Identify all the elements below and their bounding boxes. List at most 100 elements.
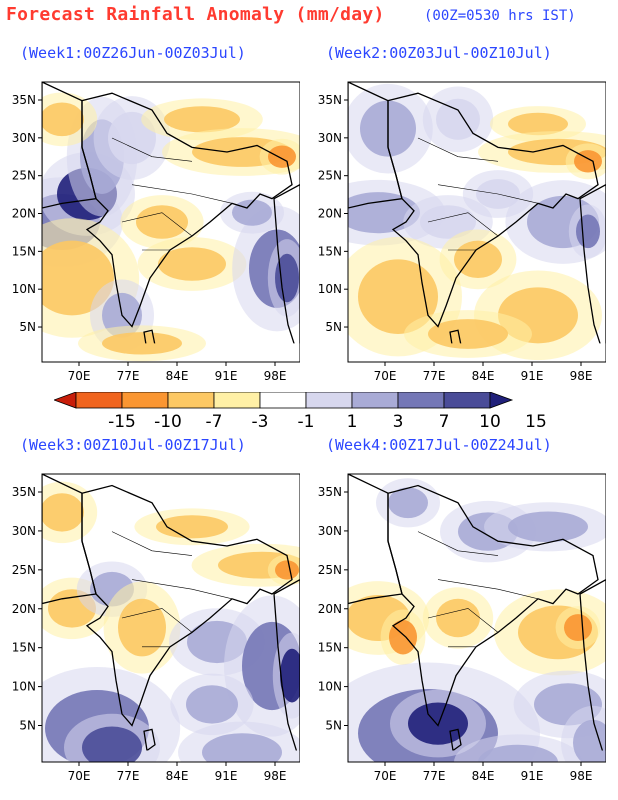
map-panel-week1: 35N 30N 25N 20N 15N 10N 5N 70E 77E 84E 91E 98E — [0, 70, 300, 392]
anomaly-field — [42, 481, 300, 762]
anomaly-field — [348, 83, 606, 361]
lon-tick-label: 98E — [264, 369, 287, 383]
anomaly-contour — [275, 253, 299, 303]
lat-tick-label: 20N — [12, 207, 36, 221]
anomaly-contour — [136, 205, 188, 239]
lon-tick-label: 84E — [472, 369, 495, 383]
anomaly-contour — [118, 598, 166, 657]
colorbar-segment — [121, 391, 169, 409]
anomaly-contour — [186, 685, 238, 724]
panel-label-week1: (Week1:00Z26Jun-00Z03Jul) — [20, 44, 246, 62]
panel-label-week4: (Week4:00Z17Jul-00Z24Jul) — [326, 436, 552, 454]
lon-tick-label: 98E — [264, 769, 287, 783]
coastline — [388, 486, 598, 726]
lon-tick-label: 91E — [215, 369, 238, 383]
anomaly-contour — [573, 719, 606, 762]
lat-tick-label: 15N — [318, 641, 342, 655]
colorbar-level-label: -15 — [108, 412, 136, 432]
anomaly-contour — [164, 106, 240, 133]
colorbar-level-label: -3 — [252, 412, 269, 432]
state-boundary — [132, 580, 232, 599]
lon-tick-label: 77E — [117, 369, 140, 383]
state-boundary — [438, 580, 538, 599]
anomaly-contour — [158, 247, 226, 281]
boundaries — [348, 474, 606, 762]
anomaly-field — [42, 92, 300, 362]
anomaly-map-week4: 35N 30N 25N 20N 15N 10N 5N 70E 77E 84E 91E 98E — [318, 473, 606, 783]
state-boundary — [418, 532, 498, 556]
anomaly-contour — [280, 648, 300, 703]
map-panel-week3: 35N 30N 25N 20N 15N 10N 5N 70E 77E 84E 91E 98E — [0, 462, 300, 792]
colorbar-segment — [351, 391, 399, 409]
boundaries — [348, 82, 606, 362]
anomaly-contour — [508, 511, 588, 543]
coastline — [450, 330, 461, 351]
lon-tick-label: 91E — [215, 769, 238, 783]
lon-tick-label: 70E — [68, 769, 91, 783]
anomaly-contour — [156, 515, 228, 539]
state-boundary — [122, 608, 192, 632]
coastline — [580, 580, 606, 762]
anomaly-contour — [275, 560, 299, 580]
anomaly-contour — [388, 487, 428, 519]
anomaly-contour — [436, 598, 480, 638]
colorbar-segment — [305, 391, 353, 409]
colorbar-segment — [443, 391, 491, 409]
state-boundary — [428, 608, 498, 632]
state-boundary — [122, 213, 192, 236]
lat-tick-label: 10N — [12, 680, 36, 694]
anomaly-contour — [436, 98, 480, 140]
map-frame — [41, 473, 300, 763]
state-boundary — [112, 138, 192, 161]
lat-tick-label: 10N — [12, 282, 36, 296]
lat-tick-label: 30N — [318, 131, 342, 145]
colorbar-level-label: -7 — [206, 412, 223, 432]
map-panel-week2: 35N 30N 25N 20N 15N 10N 5N 70E 77E 84E 91E 98E — [306, 70, 606, 392]
coastline — [274, 185, 300, 362]
lat-tick-label: 25N — [12, 563, 36, 577]
lat-tick-label: 25N — [318, 169, 342, 183]
lon-tick-label: 84E — [166, 769, 189, 783]
anomaly-field — [348, 478, 606, 762]
state-boundary — [428, 213, 498, 236]
anomaly-contour — [408, 702, 468, 745]
anomaly-contour — [102, 332, 182, 355]
anomaly-contour — [478, 744, 558, 762]
anomaly-contour — [428, 319, 508, 349]
lon-tick-label: 70E — [374, 769, 397, 783]
colorbar: -15 -10 -7 -3 -1 1 3 7 10 15 — [52, 391, 604, 436]
colorbar-level-label: 3 — [393, 412, 404, 432]
anomaly-contour — [358, 259, 438, 334]
anomaly-contour — [42, 493, 84, 532]
lat-tick-label: 15N — [318, 244, 342, 258]
anomaly-contour — [202, 733, 282, 762]
boundaries — [42, 82, 300, 362]
colorbar-level-label: 10 — [479, 412, 501, 432]
lon-tick-label: 84E — [472, 769, 495, 783]
lon-tick-label: 91E — [521, 369, 544, 383]
lat-tick-label: 20N — [12, 602, 36, 616]
lon-tick-label: 91E — [521, 769, 544, 783]
anomaly-contour — [454, 240, 502, 278]
lat-tick-label: 5N — [325, 320, 342, 334]
anomaly-contour — [268, 145, 296, 168]
state-boundary — [112, 532, 192, 556]
anomaly-contour — [348, 192, 420, 234]
coastline — [388, 93, 598, 326]
colorbar-level-label: 7 — [439, 412, 450, 432]
anomaly-contour — [564, 614, 592, 642]
colorbar-level-label: 1 — [347, 412, 358, 432]
lon-tick-label: 77E — [117, 769, 140, 783]
lat-tick-label: 30N — [318, 524, 342, 538]
state-boundary — [438, 185, 538, 204]
colorbar-level-label: -1 — [298, 412, 315, 432]
lon-tick-label: 70E — [68, 369, 91, 383]
colorbar-max-arrow — [489, 391, 514, 409]
panel-label-week2: (Week2:00Z03Jul-00Z10Jul) — [326, 44, 552, 62]
map-frame — [41, 81, 300, 363]
lat-tick-label: 10N — [318, 680, 342, 694]
anomaly-contour — [508, 112, 568, 136]
lat-tick-label: 35N — [318, 485, 342, 499]
coastline — [82, 486, 292, 726]
lat-tick-label: 30N — [12, 131, 36, 145]
